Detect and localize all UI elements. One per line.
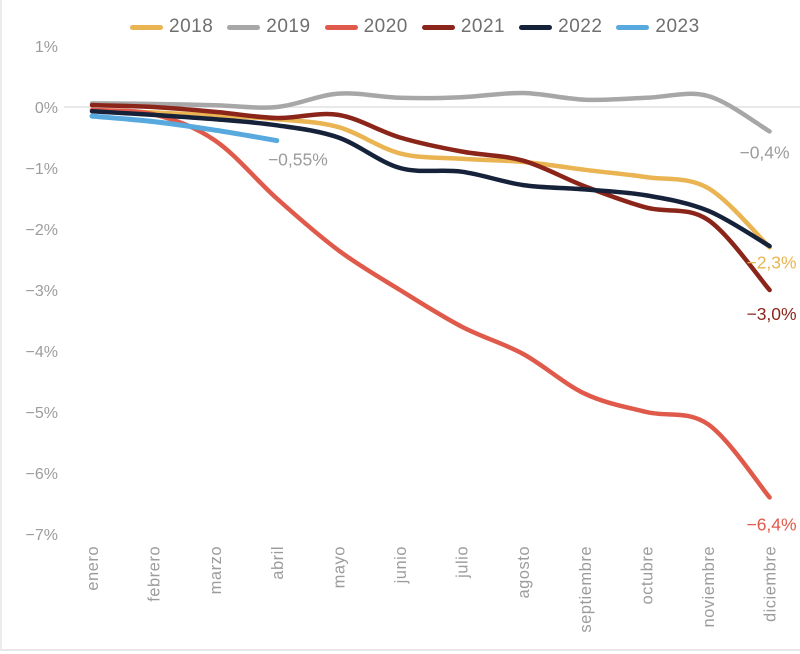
x-axis-month-label: enero xyxy=(84,546,102,591)
chart-legend: 2018 2019 2020 2021 2022 2023 xyxy=(130,16,700,38)
legend-swatch-2018 xyxy=(130,24,163,30)
x-axis-month-label: octubre xyxy=(638,546,656,605)
x-axis-month-label: junio xyxy=(392,546,410,584)
series-line-2023 xyxy=(89,113,280,144)
legend-swatch-2020 xyxy=(324,24,358,30)
y-axis-tick-label: −5% xyxy=(26,405,58,422)
legend-swatch-2019 xyxy=(227,24,261,30)
value-label-2020: −6,4% xyxy=(746,514,796,534)
y-axis-tick-label: 0% xyxy=(35,100,58,117)
x-axis-month-label: noviembre xyxy=(700,546,718,628)
x-axis-month-label: agosto xyxy=(515,546,533,599)
y-axis-tick-label: −6% xyxy=(26,466,58,483)
series-line-2022 xyxy=(89,109,772,249)
x-axis-month-label: abril xyxy=(269,546,287,580)
legend-item-2018: 2018 xyxy=(130,16,213,38)
legend-label-2022: 2022 xyxy=(558,16,603,37)
series-line-2018 xyxy=(89,107,772,250)
x-axis-month-label: septiembre xyxy=(577,546,595,633)
legend-swatch-2022 xyxy=(519,24,553,30)
legend-item-2023: 2023 xyxy=(616,16,699,38)
x-axis-month-label: febrero xyxy=(146,546,164,602)
legend-label-2018: 2018 xyxy=(169,16,214,37)
y-axis-tick-label: −2% xyxy=(26,222,58,239)
value-label-2021: −3,0% xyxy=(746,304,796,324)
legend-label-2021: 2021 xyxy=(460,16,506,37)
legend-label-2020: 2020 xyxy=(363,16,408,37)
x-axis-month-label: mayo xyxy=(330,546,348,588)
series-line-2021 xyxy=(89,102,772,293)
value-label-2019: −0,4% xyxy=(739,142,789,162)
y-axis-tick-label: 1% xyxy=(35,39,58,56)
y-axis-tick-label: −1% xyxy=(26,161,58,178)
legend-item-2021: 2021 xyxy=(421,16,506,38)
value-label-2023: −0,55% xyxy=(268,150,328,170)
legend-label-2023: 2023 xyxy=(655,16,700,37)
series-line-2019 xyxy=(89,90,772,134)
series-line-2020 xyxy=(89,107,772,500)
x-axis-month-label: julio xyxy=(454,546,472,579)
legend-swatch-2021 xyxy=(421,24,455,30)
y-axis-tick-label: −7% xyxy=(26,527,58,544)
y-axis-tick-label: −4% xyxy=(26,344,58,361)
x-axis-month-label: diciembre xyxy=(762,546,780,622)
legend-item-2022: 2022 xyxy=(519,16,602,38)
legend-item-2019: 2019 xyxy=(227,16,310,38)
y-axis-tick-label: −3% xyxy=(26,283,58,300)
legend-item-2020: 2020 xyxy=(324,16,408,38)
legend-swatch-2023 xyxy=(616,24,650,30)
x-axis-month-label: marzo xyxy=(207,546,225,594)
value-label-2018: −2,3% xyxy=(746,252,796,272)
legend-label-2019: 2019 xyxy=(266,16,311,37)
